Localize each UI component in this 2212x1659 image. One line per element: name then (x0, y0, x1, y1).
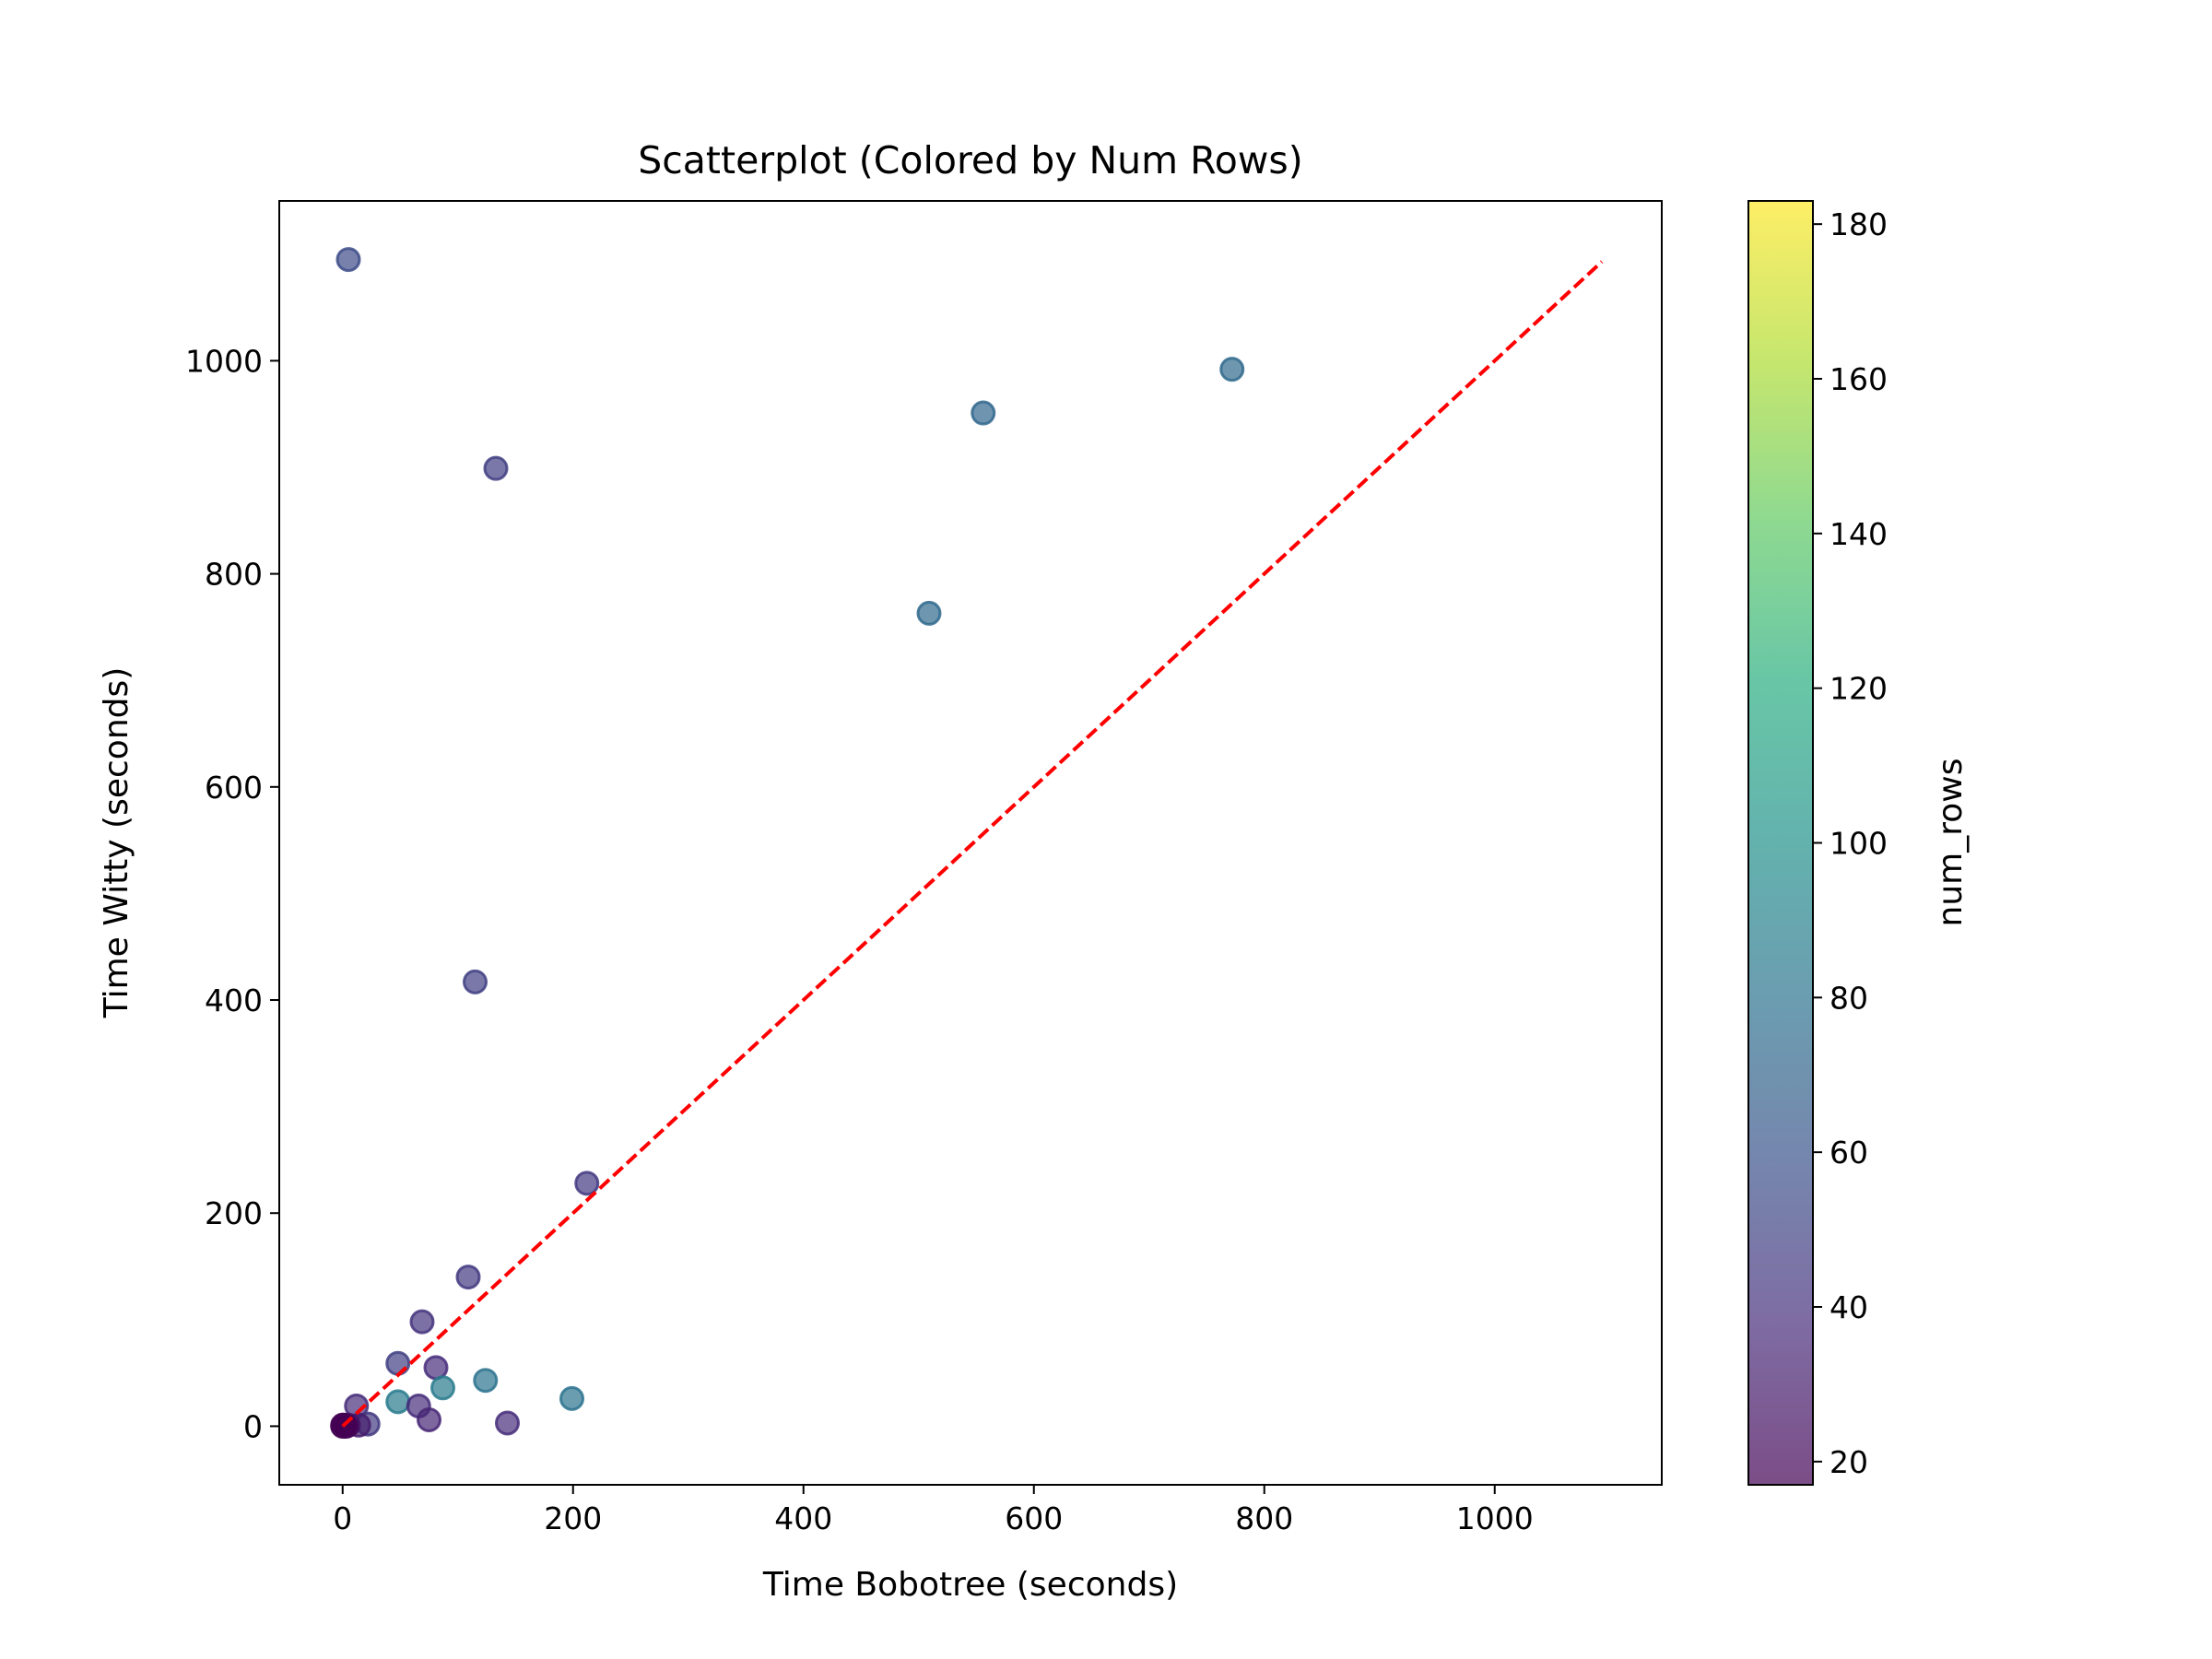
scatter-point-9 (385, 1350, 411, 1376)
x-tick-label-400: 400 (774, 1500, 832, 1536)
colorbar-tick-label-160: 160 (1830, 361, 1888, 397)
colorbar-label: num_rows (1932, 759, 1970, 927)
scatter-point-5 (463, 969, 488, 994)
colorbar-tick-label-100: 100 (1830, 826, 1888, 862)
scatter-point-7 (455, 1265, 481, 1290)
scatter-point-1 (1219, 357, 1245, 382)
colorbar-gradient (1747, 200, 1814, 1486)
y-tick-label-1000: 1000 (185, 343, 263, 379)
scatter-point-10 (423, 1355, 449, 1381)
y-axis-ticks: 0 200 400 600 800 1000 (185, 343, 279, 1444)
chart-title: Scatterplot (Colored by Num Rows) (638, 138, 1303, 182)
y-axis-label: Time Witty (seconds) (98, 667, 135, 1019)
colorbar-tick-label-80: 80 (1830, 980, 1868, 1016)
colorbar: 20 40 60 80 100 120 140 160 180 num_rows (1747, 200, 1970, 1486)
colorbar-tick-label-140: 140 (1830, 516, 1888, 552)
plot-frame (278, 200, 1663, 1486)
x-axis-label: Time Bobotree (seconds) (762, 1566, 1178, 1604)
scatter-point-3 (483, 455, 509, 481)
x-tick-label-200: 200 (544, 1500, 602, 1536)
y-tick-label-600: 600 (205, 770, 263, 806)
x-axis-ticks: 0 200 400 600 800 1000 (333, 1485, 1534, 1536)
y-tick-label-800: 800 (205, 557, 263, 593)
scatter-point-4 (916, 600, 942, 626)
scatter-point-6 (574, 1171, 600, 1196)
x-tick-label-1000: 1000 (1456, 1500, 1534, 1536)
colorbar-tick-label-180: 180 (1830, 206, 1888, 242)
scatter-point-14 (385, 1389, 411, 1415)
colorbar-tick-label-40: 40 (1830, 1289, 1868, 1325)
scatter-point-12 (430, 1375, 455, 1401)
colorbar-ticks: 20 40 60 80 100 120 140 160 180 (1813, 206, 1888, 1480)
x-tick-label-800: 800 (1235, 1500, 1293, 1536)
scatter-point-0 (335, 247, 361, 273)
scatter-point-18 (495, 1410, 520, 1436)
y-tick-label-0: 0 (243, 1408, 263, 1444)
scatter-point-13 (559, 1385, 584, 1411)
colorbar-tick-label-60: 60 (1830, 1135, 1868, 1171)
scatter-point-11 (473, 1368, 499, 1394)
reference-line (341, 260, 1604, 1428)
points-layer (330, 247, 1245, 1439)
scatter-point-2 (971, 400, 996, 426)
scatter-point-8 (409, 1309, 435, 1335)
plot-area: 0 200 400 600 800 1000 0 200 400 600 800 1000 (185, 200, 1663, 1536)
colorbar-tick-label-20: 20 (1830, 1444, 1868, 1480)
x-tick-label-0: 0 (333, 1500, 352, 1536)
y-tick-label-400: 400 (205, 982, 263, 1018)
x-tick-label-600: 600 (1005, 1500, 1063, 1536)
y-tick-label-200: 200 (205, 1195, 263, 1231)
scatter-point-17 (417, 1406, 441, 1432)
colorbar-tick-label-120: 120 (1830, 671, 1888, 707)
